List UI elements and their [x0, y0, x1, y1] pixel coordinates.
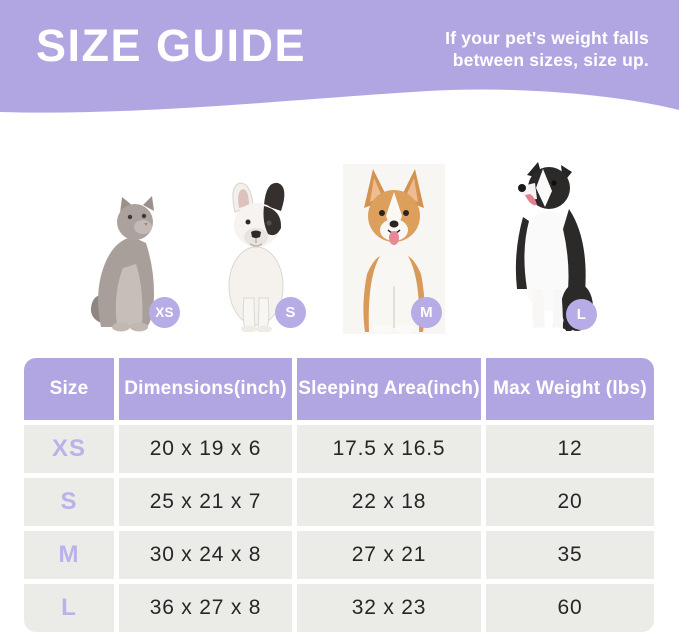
size-table: Size Dimensions(inch) Sleeping Area(inch…	[24, 358, 654, 632]
row-m-sleeping-area: 27 x 21	[297, 531, 481, 579]
row-m-max-weight: 35	[486, 531, 654, 579]
column-header-size: Size	[24, 358, 114, 420]
size-badge-s: S	[275, 297, 306, 328]
row-l-size: L	[24, 584, 114, 632]
cat-illustration	[90, 196, 154, 332]
row-xs-sleeping-area: 17.5 x 16.5	[297, 425, 481, 473]
row-s-dimensions: 25 x 21 x 7	[119, 478, 292, 526]
border-collie-illustration	[515, 162, 593, 334]
row-m-size: M	[24, 531, 114, 579]
french-bulldog-illustration	[228, 182, 285, 332]
size-up-note-line2: between sizes, size up.	[452, 50, 649, 70]
size-badge-l: L	[566, 299, 597, 330]
size-up-note: If your pet's weight falls between sizes…	[445, 27, 649, 71]
row-m-dimensions: 30 x 24 x 8	[119, 531, 292, 579]
column-header-dimensions: Dimensions(inch)	[119, 358, 292, 420]
corgi-illustration	[363, 169, 425, 334]
row-l-sleeping-area: 32 x 23	[297, 584, 481, 632]
page-title: SIZE GUIDE	[36, 20, 307, 71]
row-xs-dimensions: 20 x 19 x 6	[119, 425, 292, 473]
row-s-sleeping-area: 22 x 18	[297, 478, 481, 526]
column-header-sleeping-area: Sleeping Area(inch)	[297, 358, 481, 420]
header-wave-shape	[0, 0, 679, 113]
row-l-max-weight: 60	[486, 584, 654, 632]
size-badge-xs: XS	[149, 297, 180, 328]
row-s-max-weight: 20	[486, 478, 654, 526]
row-s-size: S	[24, 478, 114, 526]
column-header-max-weight: Max Weight (lbs)	[486, 358, 654, 420]
size-up-note-line1: If your pet's weight falls	[445, 28, 649, 48]
size-badge-m: M	[411, 297, 442, 328]
row-l-dimensions: 36 x 27 x 8	[119, 584, 292, 632]
row-xs-max-weight: 12	[486, 425, 654, 473]
row-xs-size: XS	[24, 425, 114, 473]
